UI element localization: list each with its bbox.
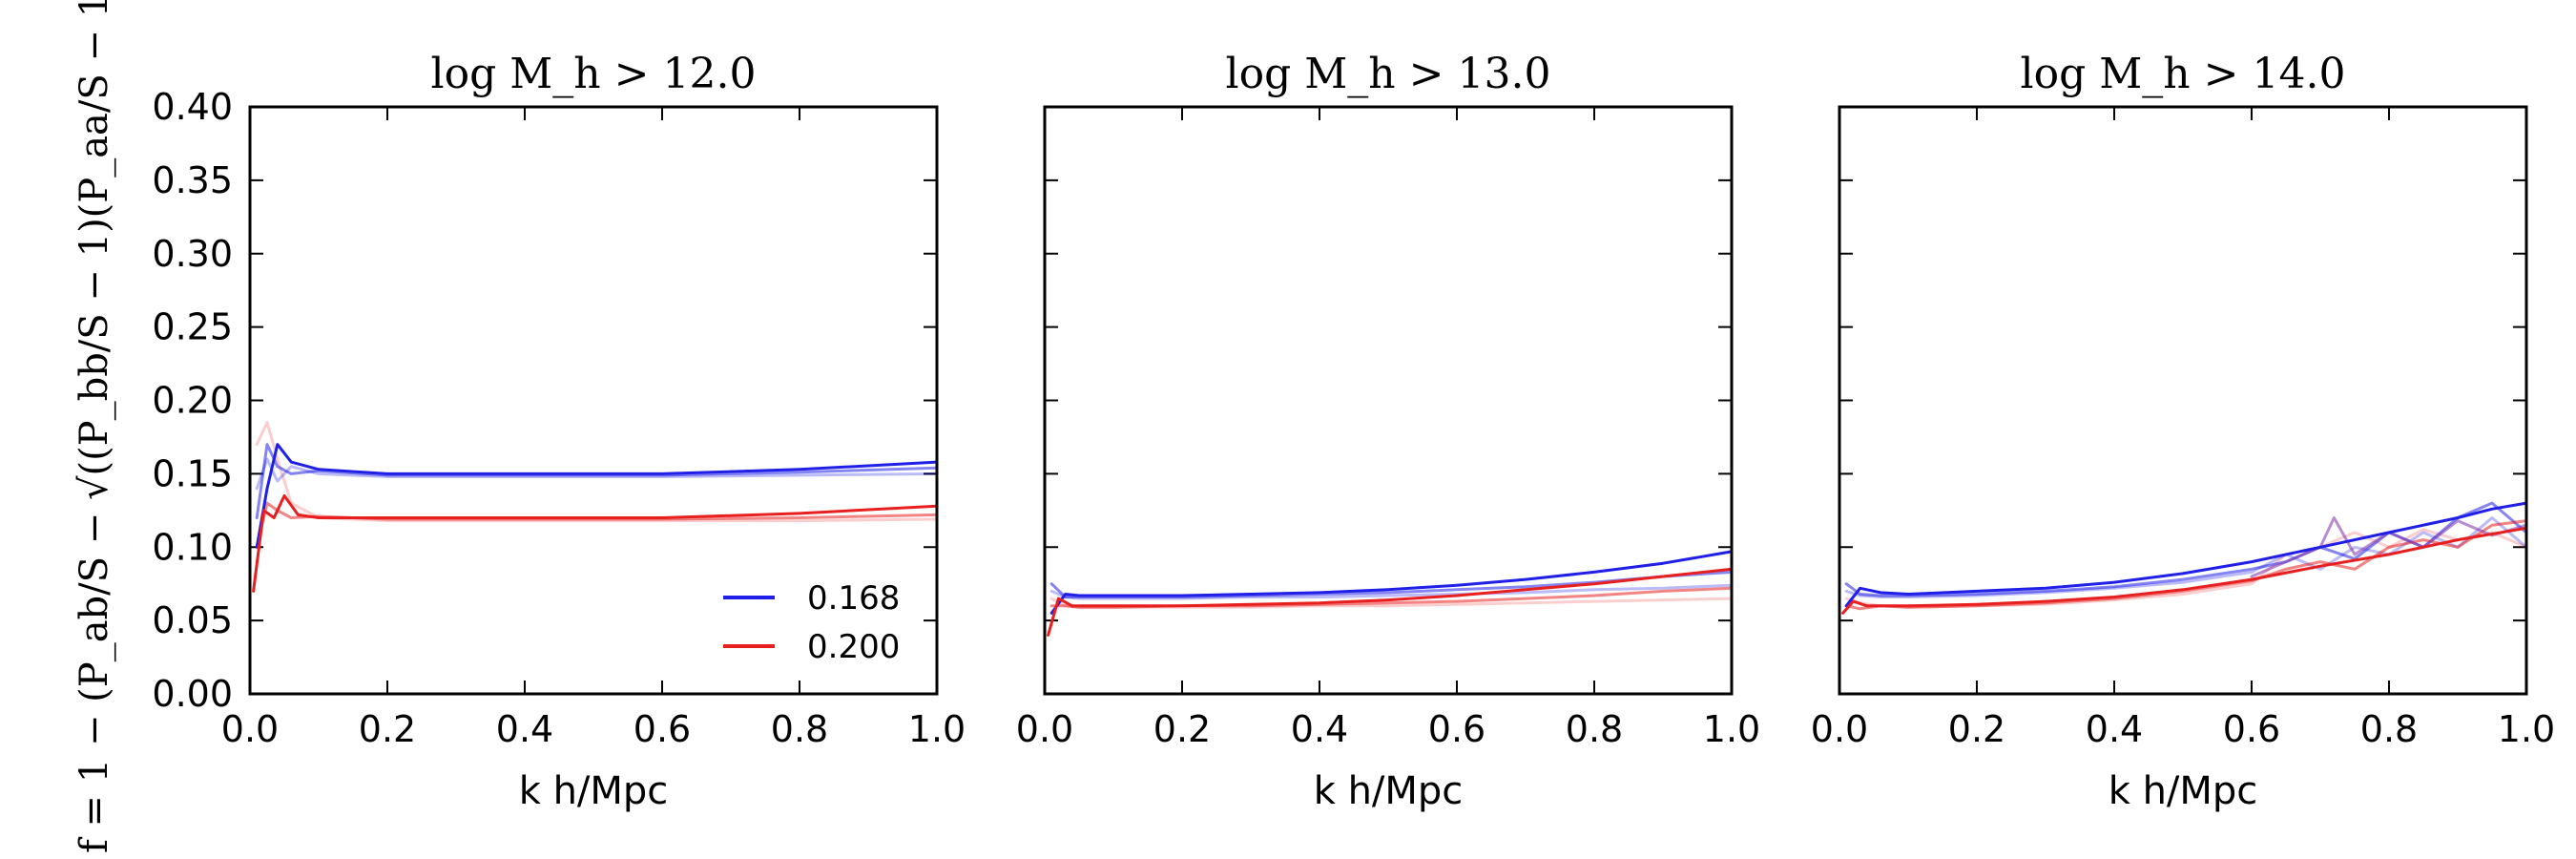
x-tick-label: 0.8 bbox=[2360, 708, 2418, 750]
legend: 0.168 0.200 bbox=[723, 579, 900, 666]
ticks: 0.0 0.2 0.4 0.6 0.8 1.0 bbox=[1016, 106, 1760, 750]
x-tick-label: 1.0 bbox=[908, 708, 966, 750]
series-line-0200 bbox=[255, 501, 939, 549]
y-tick-label: 0.00 bbox=[152, 673, 233, 715]
series-line-0200 bbox=[1841, 526, 2528, 615]
panel-title: log M_h > 14.0 bbox=[2021, 50, 2346, 98]
y-tick-label: 0.25 bbox=[152, 306, 233, 348]
x-tick-label: 0.2 bbox=[1948, 708, 2005, 750]
x-tick-label: 0.0 bbox=[1016, 708, 1073, 750]
series-line-0200 bbox=[252, 493, 939, 593]
legend-label-0200: 0.200 bbox=[807, 628, 900, 666]
x-tick-label: 0.8 bbox=[1566, 708, 1623, 750]
x-tick-label: 0.8 bbox=[771, 708, 828, 750]
plot-frame bbox=[1043, 105, 1734, 696]
y-tick-label: 0.30 bbox=[152, 233, 233, 275]
x-tick-label: 0.0 bbox=[1811, 708, 1868, 750]
x-axis-label: k h/Mpc bbox=[519, 769, 669, 813]
series-line-0168 bbox=[1049, 550, 1734, 615]
panel-title: log M_h > 12.0 bbox=[431, 50, 757, 98]
plot-frame bbox=[248, 105, 939, 696]
x-tick-label: 0.4 bbox=[1291, 708, 1348, 750]
panel-logmh-14: log M_h > 14.0 0.0 0.2 0.4 0.6 0.8 1.0 k h/Mp… bbox=[1811, 50, 2555, 813]
series-line-0200 bbox=[1047, 567, 1734, 637]
x-tick-label: 0.6 bbox=[1428, 708, 1485, 750]
plot-frame bbox=[1838, 105, 2528, 696]
series-group bbox=[252, 421, 939, 593]
y-tick-label: 0.10 bbox=[152, 526, 233, 568]
x-tick-label: 0.0 bbox=[221, 708, 279, 750]
series-line-0168 bbox=[255, 443, 939, 549]
y-tick-label: 0.35 bbox=[152, 159, 233, 201]
panel-title: log M_h > 13.0 bbox=[1226, 50, 1551, 98]
x-tick-label: 0.6 bbox=[2223, 708, 2280, 750]
series-line-0168 bbox=[1049, 583, 1734, 600]
x-tick-label: 0.2 bbox=[359, 708, 416, 750]
series-line-0168 bbox=[1844, 501, 2528, 608]
x-tick-label: 0.6 bbox=[634, 708, 691, 750]
y-tick-label: 0.20 bbox=[152, 380, 233, 422]
x-tick-label: 0.2 bbox=[1153, 708, 1211, 750]
series-line-0168 bbox=[2250, 516, 2528, 578]
x-tick-label: 0.4 bbox=[2086, 708, 2143, 750]
y-tick-label: 0.05 bbox=[152, 599, 233, 641]
series-line-0200 bbox=[255, 421, 939, 523]
series-group bbox=[1047, 550, 1734, 637]
y-tick-label: 0.40 bbox=[152, 86, 233, 128]
ticks: 0.0 0.2 0.4 0.6 0.8 1.0 bbox=[1811, 106, 2555, 750]
legend-label-0168: 0.168 bbox=[807, 579, 900, 618]
x-tick-label: 1.0 bbox=[1703, 708, 1760, 750]
x-tick-label: 0.4 bbox=[496, 708, 553, 750]
y-tick-label: 0.15 bbox=[152, 452, 233, 494]
x-axis-label: k h/Mpc bbox=[2109, 769, 2258, 813]
series-line-0168 bbox=[255, 443, 939, 519]
panel-logmh-12: log M_h > 12.0 0.0 0.2 0.4 0.6 0.8 1.00.000.0… bbox=[152, 50, 966, 813]
x-tick-label: 1.0 bbox=[2498, 708, 2555, 750]
panel-logmh-13: log M_h > 13.0 0.0 0.2 0.4 0.6 0.8 1.0 k h/Mp… bbox=[1016, 50, 1760, 813]
ticks: 0.0 0.2 0.4 0.6 0.8 1.0 0.00 0.05 0.10 0.15 0.20 0.… bbox=[152, 86, 966, 750]
x-axis-label: k h/Mpc bbox=[1314, 769, 1464, 813]
y-axis-label: f = 1 − (P_ab/S − √((P_bb/S − 1)(P_aa/S … bbox=[73, 0, 116, 853]
series-group bbox=[1841, 501, 2528, 615]
